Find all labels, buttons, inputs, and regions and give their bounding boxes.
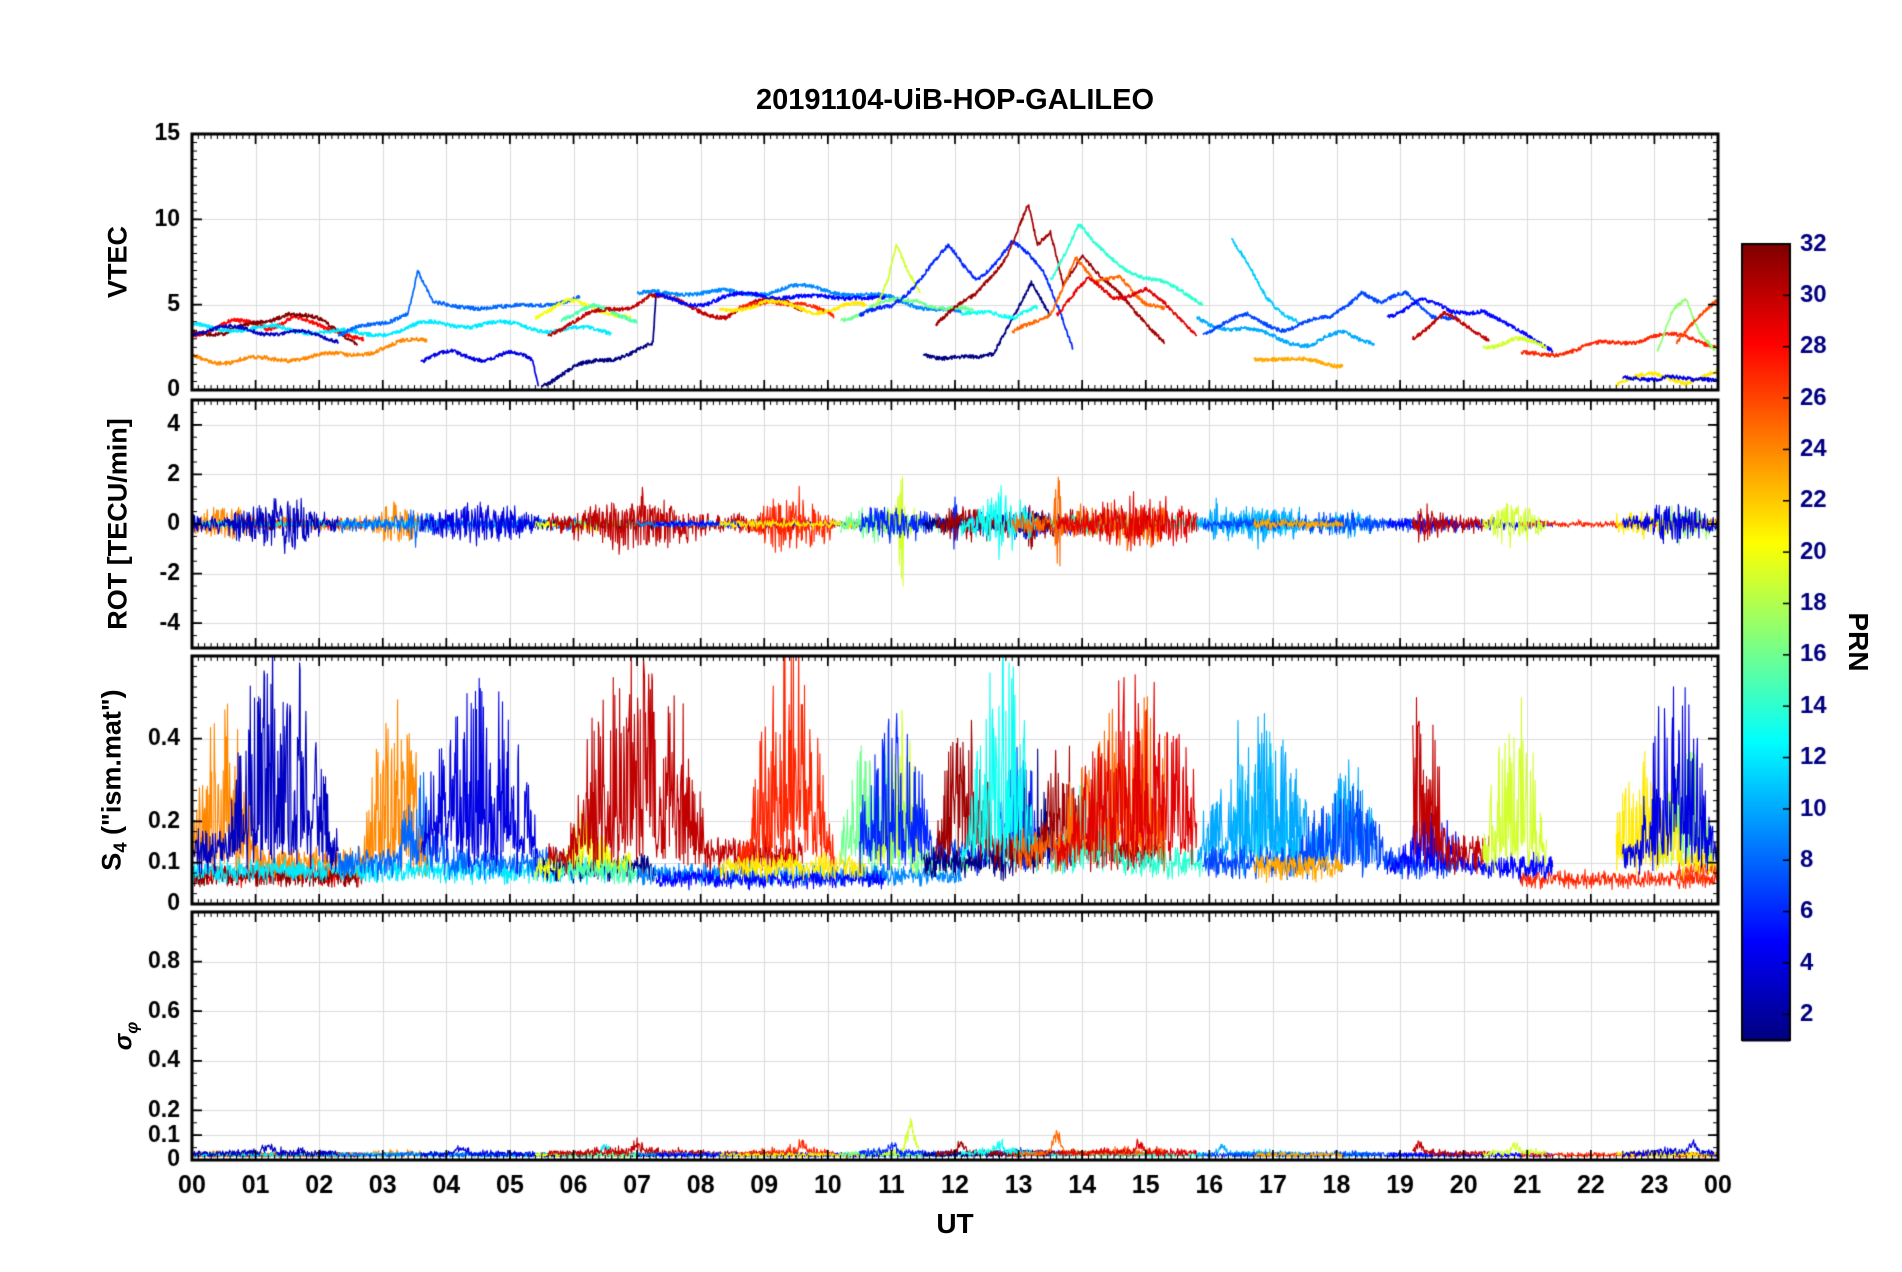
ylabel-s4-sub: 4 bbox=[109, 842, 131, 853]
ylabel-s4-main: S bbox=[96, 852, 127, 871]
ylabel-vtec-text: VTEC bbox=[102, 225, 133, 299]
ylabel-rot: ROT [TECU/min] bbox=[103, 418, 134, 629]
ylabel-sigma-main: σ bbox=[109, 1033, 138, 1051]
xlabel-ut: UT bbox=[936, 1208, 974, 1239]
ylabel-sigma-phi: σφ bbox=[110, 1022, 143, 1051]
ylabel-s4: S4 ("ism.mat") bbox=[96, 689, 131, 870]
ylabel-s4-rest: ("ism.mat") bbox=[96, 689, 127, 843]
colorbar-label-prn: PRN bbox=[1843, 612, 1874, 672]
ylabel-rot-text: ROT [TECU/min] bbox=[102, 418, 133, 630]
chart-title: 20191104-UiB-HOP-GALILEO bbox=[755, 84, 1155, 116]
ylabel-vtec: VTEC bbox=[103, 226, 134, 298]
ylabel-sigma-sub: φ bbox=[122, 1021, 142, 1034]
